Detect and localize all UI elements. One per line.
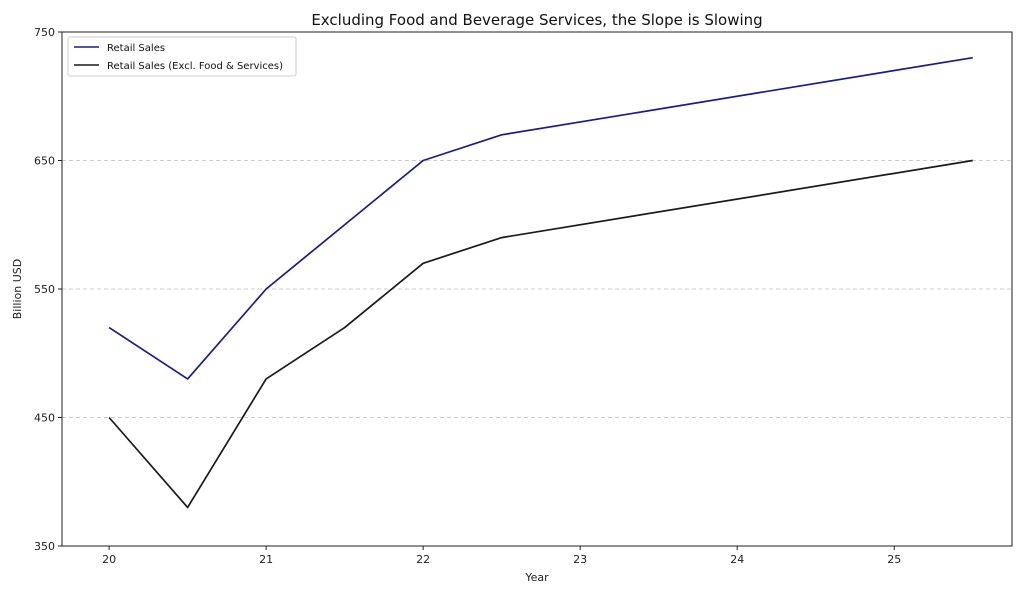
x-tick-label-20: 20 [102,553,116,566]
series-line-1 [108,159,973,509]
series-line-0 [108,56,973,380]
x-axis-label: Year [524,571,549,584]
y-axis-ticks: 350 450 550 650 750 [34,26,62,553]
x-tick-label-23: 23 [573,553,587,566]
x-tick-label-24: 24 [730,553,744,566]
legend-label-retail-sales-excl: Retail Sales (Excl. Food & Services) [107,61,283,72]
legend-box [67,36,297,77]
series-lines [108,56,973,509]
legend-label-retail-sales: Retail Sales [107,43,165,54]
x-tick-label-25: 25 [887,553,901,566]
chart-title: Excluding Food and Beverage Services, th… [311,11,762,29]
legend: Retail Sales Retail Sales (Excl. Food & … [67,36,297,77]
y-tick-label-450: 450 [34,412,55,425]
y-axis-label: Billion USD [11,259,24,319]
x-tick-label-22: 22 [416,553,430,566]
x-tick-label-21: 21 [259,553,273,566]
y-tick-label-350: 350 [34,540,55,553]
y-tick-label-550: 550 [34,283,55,296]
y-tick-label-650: 650 [34,155,55,168]
x-axis-ticks: 20 21 22 23 24 25 [102,546,901,566]
y-tick-label-750: 750 [34,26,55,39]
grid-lines [62,160,1012,418]
